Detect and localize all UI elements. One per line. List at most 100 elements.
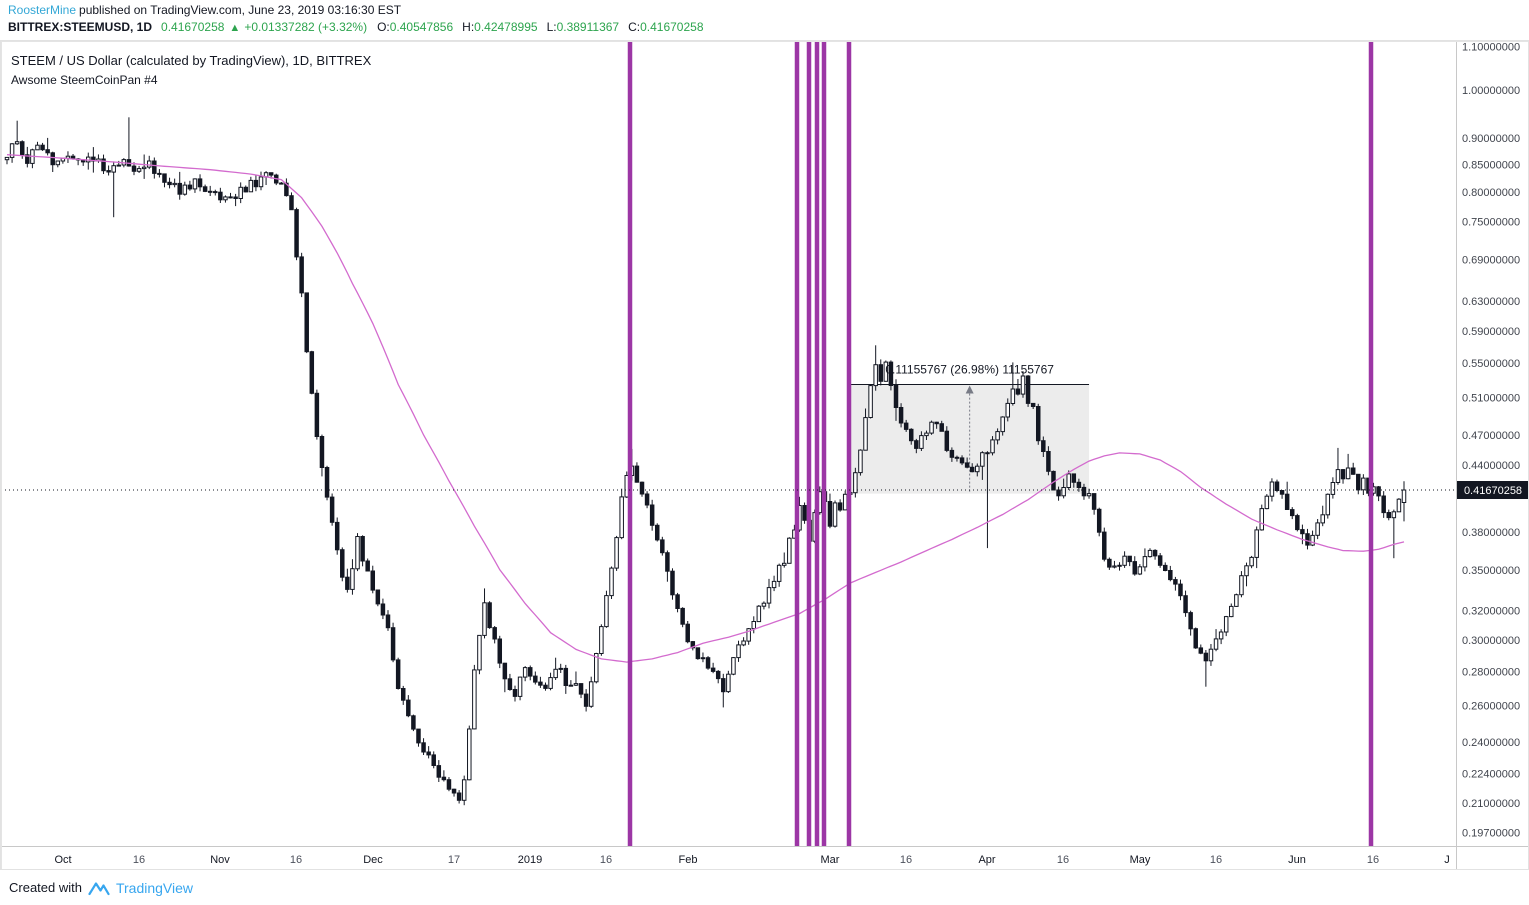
candle-body — [914, 440, 919, 449]
measure-box[interactable] — [850, 383, 1090, 494]
candle-body — [538, 681, 543, 686]
candle-body — [370, 570, 376, 591]
candle-body — [1203, 652, 1209, 662]
price-axis-label: 0.19700000 — [1462, 827, 1520, 839]
time-axis-label: 16 — [900, 854, 912, 866]
candle-body — [1279, 490, 1285, 495]
price-axis-label: 1.00000000 — [1462, 85, 1520, 97]
candle-body — [563, 667, 569, 687]
candle-body — [426, 751, 431, 756]
candle-body — [1376, 486, 1381, 497]
chart-canvas[interactable]: 0.11155767 (26.98%) 11155767 1.10000000 1.… — [0, 40, 1529, 870]
candle-body — [726, 673, 731, 693]
tradingview-logo-icon[interactable] — [88, 880, 110, 896]
time-axis-label: Apr — [978, 854, 995, 866]
candle-body — [406, 699, 411, 717]
candle-body — [1300, 529, 1305, 535]
symbol-label[interactable]: BITTREX:STEEMUSD, 1D — [8, 20, 153, 34]
candle-body — [309, 351, 315, 394]
candle-body — [1254, 529, 1259, 558]
candle-body — [502, 662, 508, 680]
candle-body — [705, 657, 711, 669]
candle-body — [324, 467, 330, 498]
candle-body — [187, 184, 193, 190]
candle-body — [1056, 489, 1061, 497]
candle-body — [1320, 514, 1325, 524]
candle-body — [35, 144, 40, 151]
candle-body — [837, 502, 843, 511]
publish-text: published on TradingView.com, June 23, 2… — [79, 3, 402, 17]
candle-body — [1173, 579, 1178, 585]
footer: Created with TradingView — [0, 870, 1529, 905]
candle-body — [553, 668, 558, 679]
candle-body — [1137, 566, 1143, 575]
price-axis[interactable]: 1.10000000 1.00000000 0.90000000 0.85000000… — [1456, 41, 1529, 870]
candle-body — [50, 152, 55, 166]
price-axis-label: 0.35000000 — [1462, 565, 1520, 577]
candle-body — [985, 452, 990, 455]
low-value: 0.38911367 — [556, 20, 620, 34]
candle-body — [558, 667, 563, 670]
candle-body — [1315, 522, 1320, 536]
candle-body — [1112, 565, 1117, 568]
price-axis-label: 0.44000000 — [1462, 460, 1520, 472]
candle-body — [507, 678, 513, 690]
candle-body — [233, 196, 238, 199]
candle-body — [1010, 388, 1016, 404]
candle-body — [1035, 406, 1041, 442]
candle-body — [4, 156, 10, 161]
candle-body — [416, 728, 421, 744]
candle-body — [578, 683, 584, 695]
candle-body — [1086, 493, 1092, 497]
candle-body — [1066, 473, 1071, 488]
candle-body — [1289, 509, 1295, 517]
candle-body — [888, 361, 894, 387]
event-vlines[interactable] — [627, 42, 1374, 846]
last-price: 0.41670258 — [161, 20, 225, 34]
candle-body — [583, 693, 589, 707]
candle-body — [456, 792, 462, 801]
candle-body — [1264, 495, 1270, 510]
candle-body — [761, 602, 767, 607]
candle-body — [487, 602, 492, 629]
candle-body — [172, 182, 177, 186]
time-axis-label: 16 — [1057, 854, 1069, 866]
price-axis-label: 0.47000000 — [1462, 430, 1520, 442]
price-axis-label: 0.55000000 — [1462, 358, 1520, 370]
time-axis-label: May — [1130, 854, 1151, 866]
candle-body — [482, 602, 487, 636]
close-label: C: — [628, 20, 641, 34]
candle-body — [908, 428, 914, 442]
candle-body — [25, 154, 30, 164]
candle-body — [477, 634, 482, 671]
candle-body — [492, 627, 497, 640]
candle-body — [710, 667, 716, 672]
price-change: +0.01337282 (+3.32%) — [244, 20, 368, 34]
time-axis[interactable]: Oct 16 Nov 16 Dec 17 2019 16 Feb Mar 16 Apr 16 May 16 J… — [1, 846, 1529, 867]
tradingview-brand[interactable]: TradingView — [115, 879, 194, 896]
candle-body — [939, 423, 944, 432]
price-axis-label: 0.28000000 — [1462, 667, 1520, 679]
candle-body — [395, 659, 401, 690]
candle-body — [1305, 533, 1310, 546]
candle-body — [253, 179, 259, 188]
candle-body — [1071, 473, 1077, 483]
candle-body — [162, 173, 167, 183]
candle-body — [1213, 638, 1219, 650]
candle-body — [1259, 508, 1265, 531]
candle-body — [400, 688, 406, 701]
candle-body — [533, 675, 538, 683]
author-name[interactable]: RoosterMine — [8, 3, 77, 17]
ma-line[interactable] — [6, 154, 1405, 663]
candle-body — [182, 184, 188, 195]
candle-body — [446, 779, 452, 790]
price-axis-label: 0.63000000 — [1462, 296, 1520, 308]
candle-body — [111, 165, 116, 173]
candles-layer — [4, 117, 1407, 806]
candle-body — [1295, 515, 1300, 531]
low-value-pair: L:0.38911367 — [547, 20, 620, 34]
candle-body — [1127, 555, 1132, 563]
chart-svg[interactable]: 0.11155767 (26.98%) 111557671.100000001.… — [1, 41, 1529, 870]
candle-body — [268, 172, 274, 176]
time-axis-label: Oct — [54, 854, 71, 866]
